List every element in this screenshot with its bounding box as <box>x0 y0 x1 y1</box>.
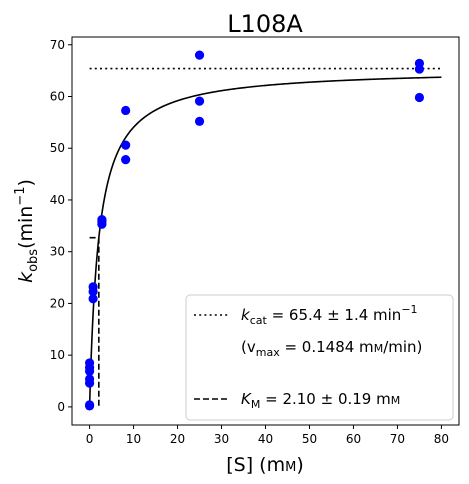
data-point <box>121 105 131 116</box>
y-tick-label: 20 <box>50 296 65 310</box>
legend-kcat-sub: cat <box>250 314 268 327</box>
legend-km-entry: KM = 2.10 ± 0.19 mM <box>241 390 400 411</box>
x-tick-label: 50 <box>302 432 317 446</box>
data-point <box>194 50 205 60</box>
legend-kcat-value: = 65.4 ± 1.4 min <box>267 306 402 324</box>
data-point <box>84 358 95 368</box>
legend-vmax-unit: M <box>374 342 384 355</box>
data-point <box>121 155 131 165</box>
data-point <box>414 92 425 103</box>
legend-vmax-open: (v <box>241 338 256 356</box>
data-point <box>84 400 95 410</box>
x-tick-label: 60 <box>346 432 361 446</box>
x-tick-label: 30 <box>214 432 229 446</box>
y-axis-label-k: k <box>15 271 37 283</box>
y-axis-label: kobs(min−1) <box>13 179 41 283</box>
y-tick-label: 30 <box>50 245 65 259</box>
x-tick-label: 10 <box>126 432 141 446</box>
legend-km-prefix: K <box>241 390 252 408</box>
legend-km-value: = 2.10 ± 0.19 m <box>260 390 390 408</box>
y-tick-label: 0 <box>57 400 65 414</box>
data-points <box>84 50 425 411</box>
legend-box <box>185 294 454 421</box>
x-tick-label: 20 <box>170 432 185 446</box>
legend-vmax-entry: (vmax = 0.1484 mM/min) <box>241 338 422 359</box>
legend-km-sub: M <box>251 398 261 411</box>
data-point <box>84 374 95 384</box>
data-point <box>121 140 131 150</box>
y-tick-label: 50 <box>50 141 65 155</box>
x-axis-ticks: 0 10 20 30 40 50 60 70 80 <box>86 425 449 446</box>
x-axis-label: [S] (mM) <box>226 454 304 476</box>
y-tick-label: 10 <box>50 348 65 362</box>
legend-km-unit: M <box>391 394 401 407</box>
legend-vmax-sub: max <box>256 346 280 359</box>
legend-vmax-close: /min) <box>383 338 422 356</box>
data-point <box>88 282 98 292</box>
data-point <box>194 116 205 126</box>
y-axis-label-sup: −1 <box>13 187 28 206</box>
x-tick-label: 40 <box>258 432 273 446</box>
y-axis-label-sub: obs <box>26 249 41 272</box>
y-axis-label-close: ) <box>15 179 37 186</box>
chart-title: L108A <box>227 10 303 38</box>
x-tick-label: 70 <box>390 432 405 446</box>
y-tick-label: 40 <box>50 193 65 207</box>
legend-kcat-sup: −1 <box>401 303 417 316</box>
x-tick-label: 0 <box>86 432 94 446</box>
legend-vmax-value: = 0.1484 m <box>280 338 374 356</box>
data-point <box>194 96 205 106</box>
legend-kcat-entry: kcat = 65.4 ± 1.4 min−1 <box>241 303 418 327</box>
x-axis-label-main: [S] (m <box>226 454 285 476</box>
data-point <box>414 58 425 68</box>
x-tick-label: 80 <box>434 432 449 446</box>
y-tick-label: 70 <box>50 38 65 52</box>
legend: kcat = 65.4 ± 1.4 min−1 (vmax = 0.1484 m… <box>185 294 454 421</box>
y-tick-label: 60 <box>50 89 65 103</box>
michaelis-menten-fit-curve <box>88 76 442 407</box>
y-axis-label-unit: (min <box>15 206 37 249</box>
y-axis-ticks: 0 10 20 30 40 50 60 70 <box>50 38 72 414</box>
data-point <box>88 294 98 304</box>
x-axis-label-close: ) <box>296 454 303 476</box>
data-point <box>97 215 107 225</box>
x-axis-label-unit: M <box>285 460 296 475</box>
legend-kcat-prefix: k <box>241 306 251 324</box>
